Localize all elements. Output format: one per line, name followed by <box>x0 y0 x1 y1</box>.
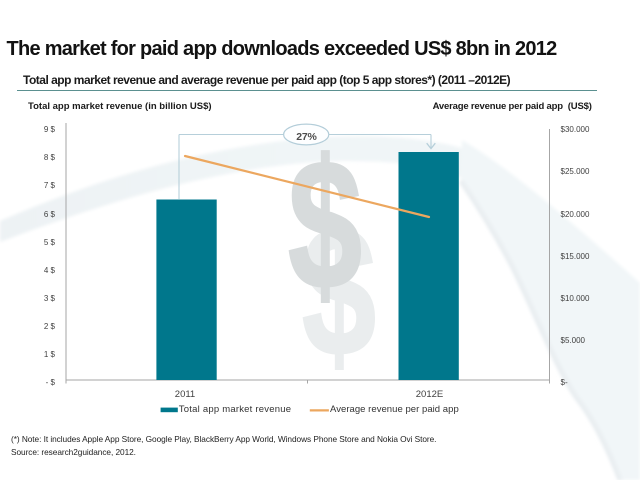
svg-text:$: $ <box>288 123 362 328</box>
svg-text:$: $ <box>302 190 376 395</box>
